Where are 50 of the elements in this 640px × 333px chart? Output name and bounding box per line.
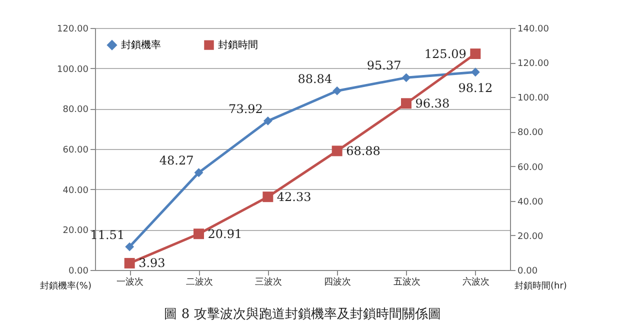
data-label: 20.91: [208, 226, 242, 241]
data-label: 11.51: [90, 228, 125, 242]
point: [262, 192, 274, 202]
text: 圖 8 攻擊波次與跑道封鎖機率及封鎖時間關係圖: [164, 306, 441, 322]
y2-tick-label: 80.00: [518, 128, 544, 138]
y-tick-label: 120.00: [57, 24, 89, 34]
point: [470, 68, 480, 77]
data-label: 96.38: [415, 96, 450, 110]
legend-label: 封鎖機率: [121, 39, 161, 52]
y2-tick-label: 140.00: [518, 24, 550, 34]
y2-tick-label: 20.00: [518, 232, 544, 242]
point: [470, 48, 481, 60]
point: [124, 258, 135, 268]
x-tick-label: 一波次: [116, 276, 144, 288]
y-axis-title: 封鎖機率(%): [40, 280, 92, 292]
data-label: 48.27: [159, 154, 194, 168]
y2-tick-label: 0.00: [518, 266, 538, 276]
point: [402, 73, 411, 82]
point: [125, 242, 134, 252]
point: [263, 116, 272, 126]
data-label: 42.33: [276, 190, 312, 204]
x-tick-label: 三波次: [254, 276, 282, 288]
data-label: 95.37: [366, 58, 402, 73]
y-tick-label: 100.00: [57, 64, 89, 75]
y-tick-label: 80.00: [62, 105, 89, 116]
y2-axis-title: 封鎖時間(hr): [514, 280, 567, 292]
y2-tick-label: 100.00: [518, 94, 550, 104]
y2-tick-label: 120.00: [518, 59, 550, 70]
data-label: 73.92: [228, 102, 263, 116]
x-tick-label: 五波次: [393, 276, 420, 288]
point: [332, 86, 342, 96]
x-tick-label: 六波次: [462, 276, 490, 288]
y2-tick-label: 40.00: [518, 197, 544, 208]
y-tick-label: 40.00: [62, 186, 89, 196]
y-tick-label: 0.00: [68, 266, 89, 276]
data-label: 98.12: [458, 81, 493, 96]
point: [194, 168, 204, 178]
point: [401, 98, 412, 109]
legend-label: 封鎖時間: [218, 39, 258, 52]
x-tick-label: 二波次: [186, 276, 213, 288]
y-tick-label: 20.00: [62, 226, 89, 236]
data-label: 125.09: [424, 46, 466, 61]
y2-tick-label: 60.00: [518, 162, 544, 173]
data-label: 88.84: [298, 72, 332, 86]
data-label: 68.88: [346, 144, 380, 158]
point: [332, 146, 342, 156]
x-tick-label: 四波次: [324, 276, 352, 288]
y-tick-label: 60.00: [62, 146, 89, 156]
data-label: 3.93: [138, 256, 166, 270]
point: [194, 228, 204, 240]
